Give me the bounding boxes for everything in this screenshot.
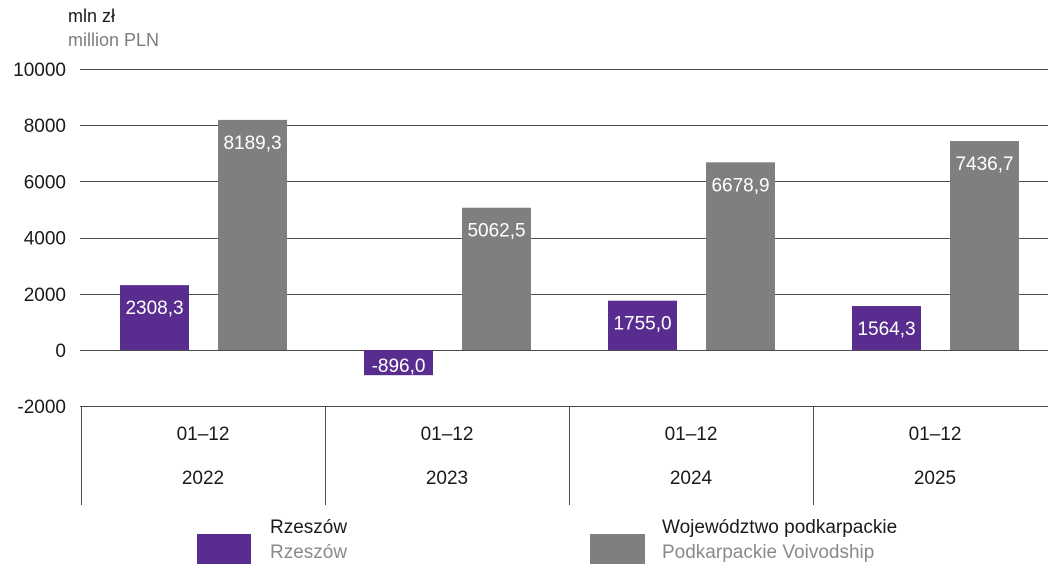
category-period-label: 01–12 bbox=[177, 424, 230, 445]
bar-rzeszow-2025 bbox=[852, 306, 921, 350]
legend-item-podkarpackie: Województwo podkarpackie Podkarpackie Vo… bbox=[590, 517, 897, 564]
legend-swatch-podkarpackie bbox=[590, 534, 645, 564]
y-tick-label: 10000 bbox=[13, 60, 66, 81]
category-year-label: 2024 bbox=[670, 468, 713, 489]
y-tick-label: 6000 bbox=[24, 172, 66, 193]
y-tick-label: 0 bbox=[55, 341, 66, 362]
category-period-label: 01–12 bbox=[909, 424, 962, 445]
bar-wojewodztwo-podkarpackie-2025 bbox=[950, 141, 1019, 350]
legend-label-podkarpackie-english: Podkarpackie Voivodship bbox=[662, 542, 874, 563]
y-axis-tick-labels: -2000 0 2000 4000 6000 8000 10000 bbox=[13, 60, 66, 418]
data-label-rzeszow-2025: 1564,3 bbox=[857, 319, 915, 340]
legend-label-podkarpackie: Województwo podkarpackie bbox=[662, 517, 897, 538]
y-unit-label: mln zł bbox=[68, 6, 115, 26]
y-tick-label: 8000 bbox=[24, 116, 66, 137]
legend: Rzeszów Rzeszów Województwo podkarpackie… bbox=[197, 517, 897, 564]
bar-rzeszow-2023 bbox=[364, 350, 433, 376]
legend-item-rzeszow: Rzeszów Rzeszów bbox=[197, 517, 347, 564]
category-year-label: 2023 bbox=[426, 468, 468, 489]
category-period-label: 01–12 bbox=[421, 424, 474, 445]
category-table: 01–12 2022 01–12 2023 01–12 2024 01–12 2025 bbox=[81, 406, 962, 505]
category-period-label: 01–12 bbox=[665, 424, 718, 445]
data-label-wojewodztwo-podkarpackie-2025: 7436,7 bbox=[955, 154, 1013, 175]
bar-wojewodztwo-podkarpackie-2022 bbox=[218, 119, 287, 350]
category-year-label: 2025 bbox=[914, 468, 956, 489]
legend-label-rzeszow: Rzeszów bbox=[270, 517, 347, 538]
bar-wojewodztwo-podkarpackie-2024 bbox=[706, 162, 775, 350]
data-label-wojewodztwo-podkarpackie-2023: 5062,5 bbox=[467, 221, 525, 242]
bars bbox=[120, 119, 1019, 376]
data-label-wojewodztwo-podkarpackie-2022: 8189,3 bbox=[223, 133, 281, 154]
y-unit-label-english: million PLN bbox=[68, 30, 159, 50]
legend-swatch-rzeszow bbox=[197, 534, 251, 564]
data-label-rzeszow-2022: 2308,3 bbox=[125, 298, 183, 319]
y-tick-label: 2000 bbox=[24, 285, 66, 306]
data-labels: 2308,3 -896,0 1755,0 1564,3 8189,3 5062,5 6678… bbox=[125, 133, 1013, 377]
category-year-label: 2022 bbox=[182, 468, 224, 489]
data-label-rzeszow-2024: 1755,0 bbox=[613, 314, 671, 335]
bar-rzeszow-2022 bbox=[120, 285, 189, 350]
bar-wojewodztwo-podkarpackie-2023 bbox=[462, 207, 531, 350]
y-tick-label: 4000 bbox=[24, 229, 66, 250]
bar-rzeszow-2024 bbox=[608, 300, 677, 350]
data-label-rzeszow-2023: -896,0 bbox=[372, 356, 426, 377]
y-tick-label: -2000 bbox=[17, 397, 66, 418]
data-label-wojewodztwo-podkarpackie-2024: 6678,9 bbox=[711, 175, 769, 196]
legend-label-rzeszow-english: Rzeszów bbox=[270, 542, 347, 563]
